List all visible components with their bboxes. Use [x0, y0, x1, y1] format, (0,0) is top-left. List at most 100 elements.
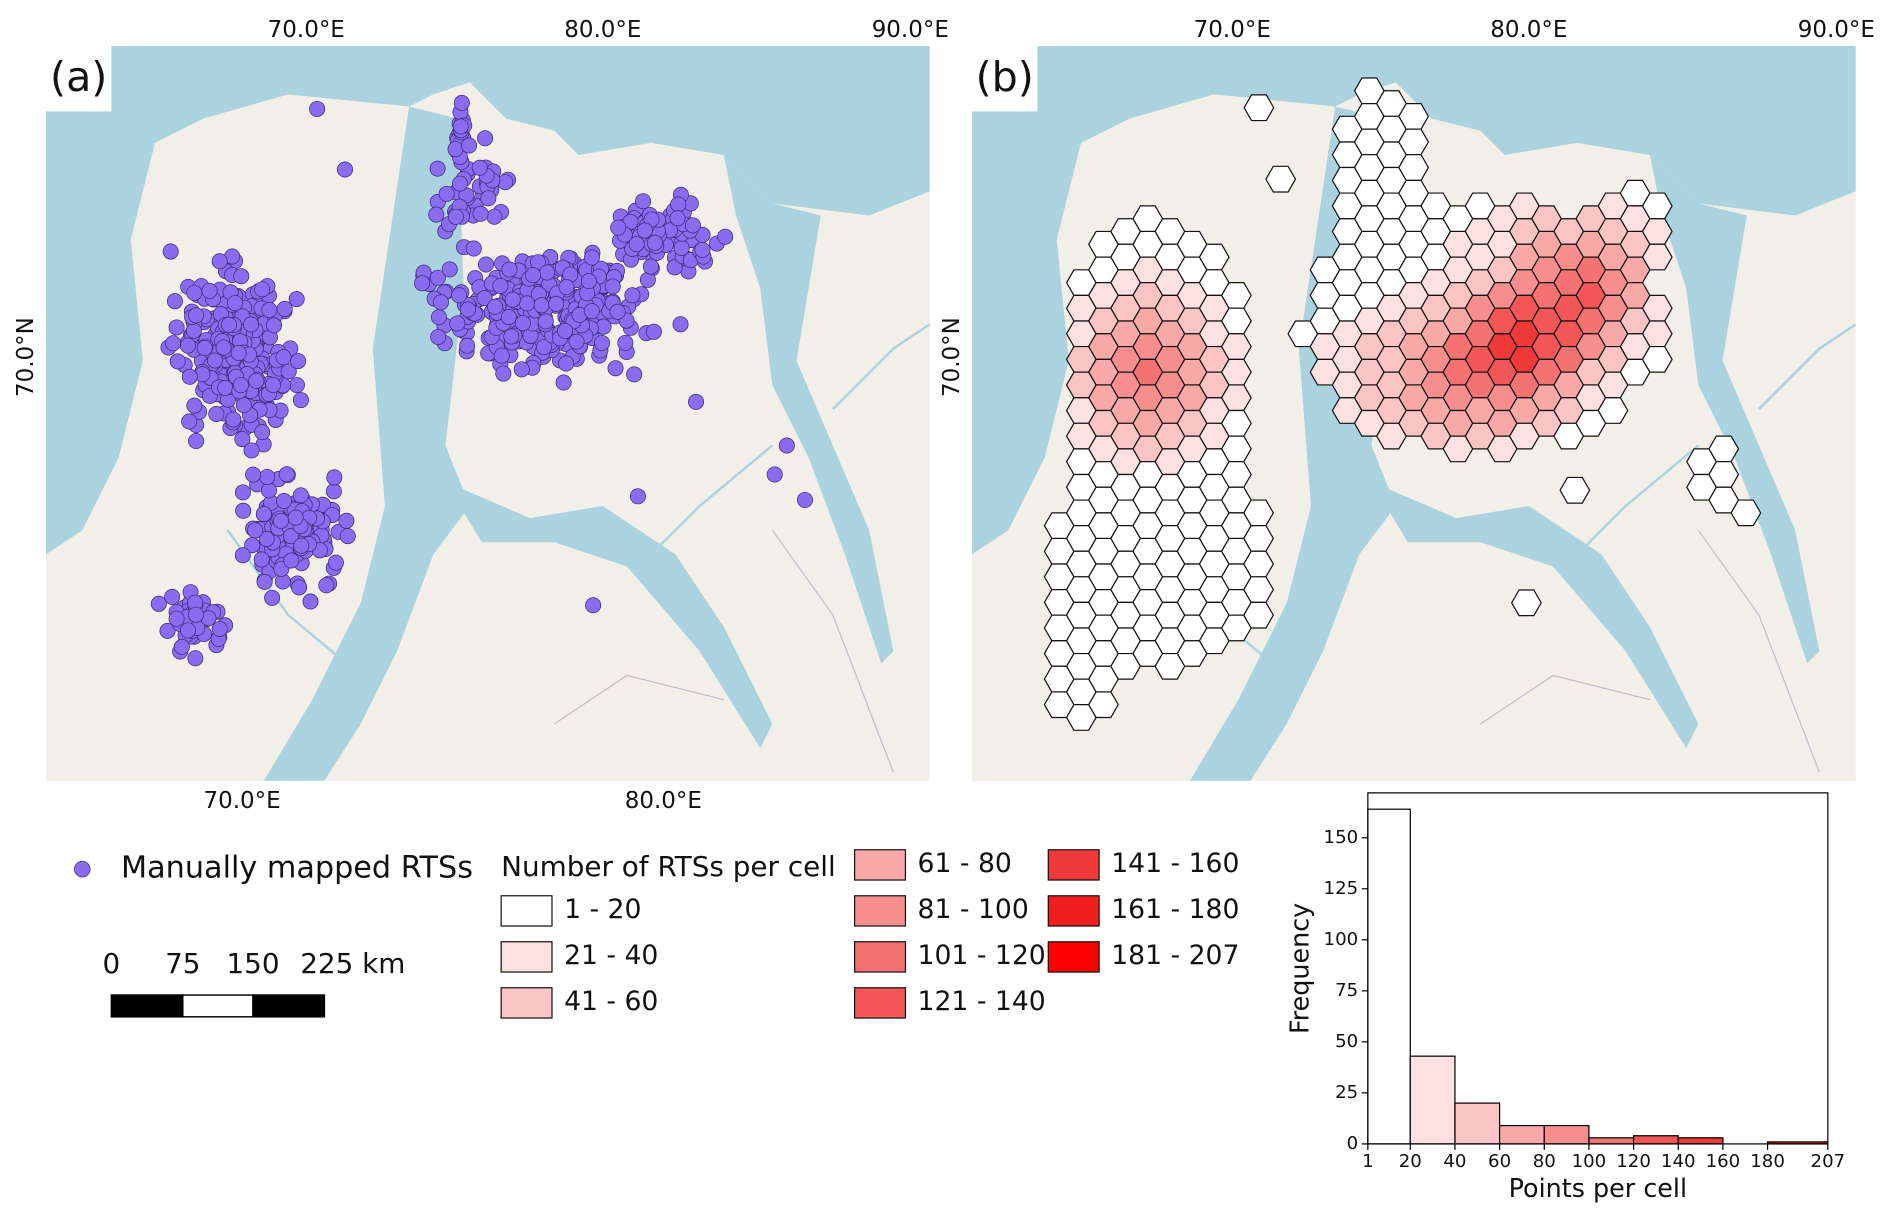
rts-point	[254, 281, 271, 298]
legend-hex-label: 161 - 180	[1111, 894, 1239, 925]
rts-point	[429, 160, 446, 177]
rts-point	[501, 261, 518, 278]
rts-point	[604, 278, 621, 295]
rts-point	[206, 352, 223, 369]
rts-point	[524, 267, 541, 284]
rts-point	[293, 537, 310, 554]
rts-point	[181, 413, 198, 430]
legend-hex-label: 41 - 60	[564, 986, 658, 1017]
legend-hex-swatch	[500, 987, 553, 1019]
y-tick-label: 25	[1335, 1082, 1358, 1103]
x-axis-label: Points per cell	[1509, 1173, 1687, 1203]
rts-point	[717, 228, 734, 245]
rts-point	[188, 432, 205, 449]
rts-point	[276, 300, 293, 317]
rts-point	[642, 258, 659, 275]
rts-point	[645, 323, 662, 340]
x-tick-label: 160	[1706, 1151, 1741, 1172]
rts-point	[234, 547, 251, 564]
legend-point-label: Manually mapped RTSs	[121, 851, 473, 886]
rts-point	[187, 606, 204, 623]
y-tick-label: 75	[1335, 980, 1358, 1001]
rts-point	[492, 277, 509, 294]
rts-point	[280, 363, 297, 380]
scale-bar-segment	[252, 994, 326, 1018]
rts-point	[243, 442, 260, 459]
rts-point	[453, 94, 470, 111]
rts-point	[211, 620, 228, 637]
rts-point	[245, 466, 262, 483]
rts-point	[235, 502, 252, 519]
legend-hex-swatch	[500, 895, 553, 927]
rts-point	[235, 397, 252, 414]
rts-point	[337, 161, 353, 178]
rts-point	[215, 339, 232, 356]
rts-point	[185, 322, 202, 339]
histogram-bar	[1588, 1137, 1635, 1145]
rts-point	[504, 291, 521, 308]
x-tick-label: 180	[1750, 1151, 1785, 1172]
legend-hex-label: 81 - 100	[918, 894, 1029, 925]
rts-point	[629, 488, 646, 505]
histogram-bar	[1454, 1102, 1501, 1145]
rts-point	[477, 130, 494, 147]
x-tick-label: 20	[1399, 1151, 1422, 1172]
rts-point	[186, 284, 203, 301]
legend-hex-swatch	[854, 849, 907, 881]
rts-point	[583, 303, 600, 320]
rts-point	[275, 349, 292, 366]
rts-point	[188, 307, 205, 324]
y-axis-label: Frequency	[1284, 903, 1314, 1034]
rts-point	[639, 271, 656, 288]
x-tick-label: 60	[1488, 1151, 1511, 1172]
rts-point	[471, 159, 488, 176]
rts-point	[290, 353, 307, 370]
rts-point	[513, 361, 530, 378]
rts-point	[247, 522, 264, 539]
rts-point	[309, 100, 326, 117]
legend-hex-label: 1 - 20	[564, 894, 641, 925]
rts-point	[230, 344, 247, 361]
rts-point	[254, 424, 271, 441]
rts-point	[796, 491, 813, 508]
legend-hex-swatch	[854, 987, 907, 1019]
rts-point	[670, 196, 687, 213]
rts-point	[248, 372, 265, 389]
hex-cell	[1510, 589, 1542, 617]
hex-cell	[1088, 691, 1119, 719]
panel-a-map	[44, 44, 931, 782]
rts-point	[272, 512, 289, 529]
scale-bar-segment	[182, 994, 254, 1018]
histogram-bar	[1498, 1124, 1545, 1145]
rts-point	[234, 431, 251, 448]
rts-point	[536, 339, 552, 356]
rts-point	[646, 234, 663, 251]
rts-point	[186, 397, 203, 414]
histogram-bar	[1677, 1137, 1724, 1145]
panel-label-box	[45, 46, 112, 112]
rts-point	[264, 376, 281, 393]
scale-label: 150	[226, 947, 279, 980]
rts-point	[558, 355, 575, 372]
rts-point	[778, 437, 795, 454]
rts-point	[243, 316, 260, 333]
rts-point	[585, 597, 602, 614]
rts-point	[318, 577, 335, 594]
rts-point	[256, 573, 273, 590]
rts-point	[449, 315, 466, 332]
rts-point	[441, 261, 458, 278]
rts-point	[325, 483, 342, 500]
rts-point	[302, 593, 319, 610]
hex-cell	[1730, 499, 1762, 527]
lon-label: 90.0°E	[1798, 17, 1875, 43]
legend-point-symbol	[74, 860, 91, 878]
rts-point	[159, 622, 176, 639]
rts-point	[548, 295, 565, 312]
rts-point	[326, 469, 343, 486]
rts-point	[327, 554, 344, 571]
hex-cell	[1243, 94, 1275, 122]
rts-point	[288, 291, 305, 308]
rts-point	[278, 466, 295, 483]
rts-point	[291, 579, 308, 596]
lon-label: 70.0°E	[203, 788, 280, 814]
